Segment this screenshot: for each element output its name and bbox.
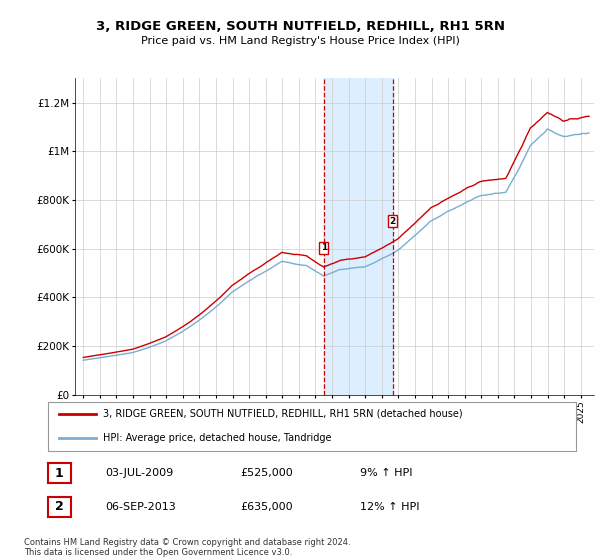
Text: 3, RIDGE GREEN, SOUTH NUTFIELD, REDHILL, RH1 5RN (detached house): 3, RIDGE GREEN, SOUTH NUTFIELD, REDHILL,… [103, 409, 463, 419]
Text: 03-JUL-2009: 03-JUL-2009 [105, 468, 173, 478]
Text: 2: 2 [55, 500, 64, 514]
FancyBboxPatch shape [48, 402, 576, 451]
Text: 12% ↑ HPI: 12% ↑ HPI [360, 502, 419, 512]
Text: 1: 1 [55, 466, 64, 480]
Text: £525,000: £525,000 [240, 468, 293, 478]
Text: 9% ↑ HPI: 9% ↑ HPI [360, 468, 413, 478]
Text: 06-SEP-2013: 06-SEP-2013 [105, 502, 176, 512]
Text: 1: 1 [320, 244, 327, 253]
Text: Price paid vs. HM Land Registry's House Price Index (HPI): Price paid vs. HM Land Registry's House … [140, 36, 460, 46]
Text: Contains HM Land Registry data © Crown copyright and database right 2024.
This d: Contains HM Land Registry data © Crown c… [24, 538, 350, 557]
Text: £635,000: £635,000 [240, 502, 293, 512]
Text: 2: 2 [390, 217, 396, 226]
Text: HPI: Average price, detached house, Tandridge: HPI: Average price, detached house, Tand… [103, 433, 332, 444]
Bar [324, 78, 393, 395]
Text: 3, RIDGE GREEN, SOUTH NUTFIELD, REDHILL, RH1 5RN: 3, RIDGE GREEN, SOUTH NUTFIELD, REDHILL,… [95, 20, 505, 32]
